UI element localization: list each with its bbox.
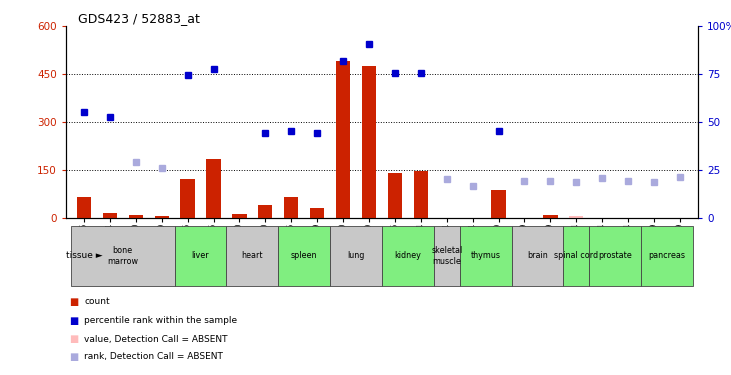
FancyBboxPatch shape <box>512 226 564 286</box>
FancyBboxPatch shape <box>460 226 512 286</box>
Bar <box>491 190 506 217</box>
FancyBboxPatch shape <box>589 226 641 286</box>
Bar <box>181 179 194 218</box>
Text: pancreas: pancreas <box>648 251 686 260</box>
FancyBboxPatch shape <box>175 226 227 286</box>
Bar <box>258 205 273 218</box>
Text: brain: brain <box>527 251 548 260</box>
Bar <box>284 197 298 217</box>
Text: spleen: spleen <box>291 251 317 260</box>
FancyBboxPatch shape <box>382 226 433 286</box>
Bar <box>569 216 583 217</box>
Text: ■: ■ <box>69 352 79 362</box>
Text: ■: ■ <box>69 316 79 326</box>
Text: ■: ■ <box>69 297 79 307</box>
Bar <box>206 159 221 218</box>
Text: spinal cord: spinal cord <box>554 251 599 260</box>
Text: percentile rank within the sample: percentile rank within the sample <box>84 316 237 325</box>
Text: bone
marrow: bone marrow <box>107 246 138 266</box>
Bar <box>543 215 558 217</box>
Text: prostate: prostate <box>598 251 632 260</box>
Bar <box>154 216 169 217</box>
FancyBboxPatch shape <box>330 226 382 286</box>
Text: tissue ►: tissue ► <box>67 251 103 260</box>
Bar <box>77 197 91 217</box>
Text: liver: liver <box>192 251 209 260</box>
Text: skeletal
muscle: skeletal muscle <box>431 246 463 266</box>
Text: GDS423 / 52883_at: GDS423 / 52883_at <box>78 12 200 25</box>
Text: kidney: kidney <box>395 251 421 260</box>
Text: rank, Detection Call = ABSENT: rank, Detection Call = ABSENT <box>84 352 223 362</box>
Text: value, Detection Call = ABSENT: value, Detection Call = ABSENT <box>84 335 227 344</box>
FancyBboxPatch shape <box>641 226 693 286</box>
Bar <box>310 208 325 218</box>
FancyBboxPatch shape <box>564 226 589 286</box>
Bar <box>336 61 350 217</box>
Bar <box>414 171 428 217</box>
Bar <box>103 213 117 217</box>
Text: thymus: thymus <box>471 251 501 260</box>
FancyBboxPatch shape <box>279 226 330 286</box>
Text: ■: ■ <box>69 334 79 344</box>
FancyBboxPatch shape <box>71 226 175 286</box>
Text: lung: lung <box>347 251 365 260</box>
Bar <box>129 215 143 217</box>
FancyBboxPatch shape <box>433 226 460 286</box>
Bar <box>232 214 246 217</box>
Bar <box>387 173 402 217</box>
FancyBboxPatch shape <box>227 226 279 286</box>
Bar <box>362 66 376 218</box>
Text: heart: heart <box>242 251 263 260</box>
Text: count: count <box>84 297 110 306</box>
